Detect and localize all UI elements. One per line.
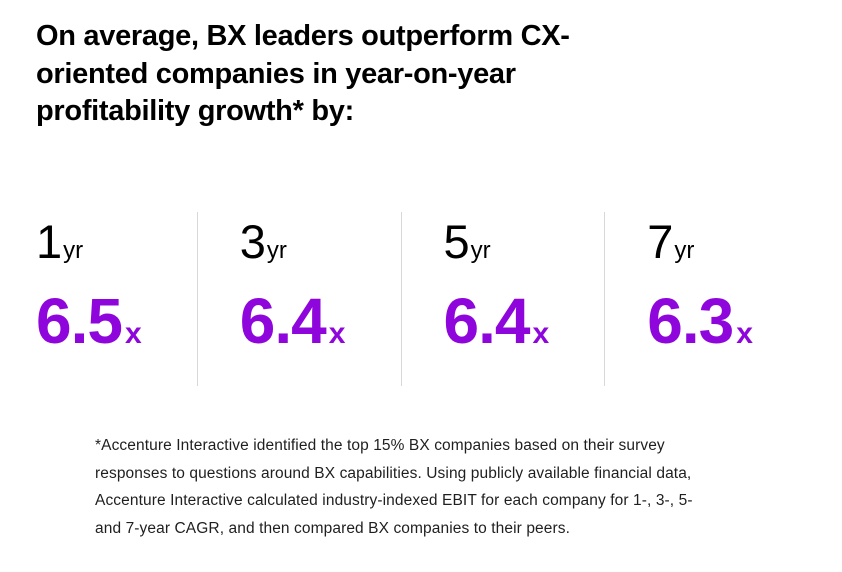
stat-multiplier: 6.3 x: [647, 289, 808, 353]
stat-period: 5yr: [444, 218, 605, 265]
stat-period: 7yr: [647, 218, 808, 265]
stats-row: 1yr 6.5 x 3yr 6.4 x 5yr 6.4 x: [36, 212, 808, 386]
period-unit: yr: [266, 237, 287, 264]
column-divider: [604, 212, 606, 386]
period-value: 1: [36, 215, 62, 268]
stat-7yr: 7yr 6.3 x: [605, 212, 808, 386]
period-value: 5: [443, 215, 470, 268]
multiplier-unit: x: [532, 317, 550, 350]
stat-period: 3yr: [240, 218, 401, 265]
stat-multiplier: 6.4 x: [240, 289, 401, 353]
column-divider: [196, 212, 198, 386]
multiplier-value: 6.4: [443, 285, 531, 357]
multiplier-unit: x: [124, 317, 142, 350]
multiplier-value: 6.5: [36, 285, 123, 357]
period-unit: yr: [470, 237, 491, 264]
period-unit: yr: [63, 237, 84, 264]
stat-3yr: 3yr 6.4 x: [198, 212, 401, 386]
column-divider: [400, 212, 402, 386]
multiplier-unit: x: [328, 317, 346, 350]
headline: On average, BX leaders outperform CX-ori…: [36, 20, 570, 128]
multiplier-value: 6.3: [647, 285, 734, 357]
multiplier-value: 6.4: [239, 285, 327, 357]
stat-period: 1yr: [36, 218, 197, 265]
period-value: 3: [239, 215, 266, 268]
stat-5yr: 5yr 6.4 x: [402, 212, 605, 386]
stat-multiplier: 6.4 x: [444, 289, 605, 353]
stat-multiplier: 6.5 x: [36, 289, 197, 353]
multiplier-unit: x: [736, 317, 753, 350]
period-value: 7: [647, 215, 673, 268]
footnote: *Accenture Interactive identified the to…: [95, 437, 693, 537]
period-unit: yr: [674, 237, 695, 264]
stat-1yr: 1yr 6.5 x: [36, 212, 197, 386]
